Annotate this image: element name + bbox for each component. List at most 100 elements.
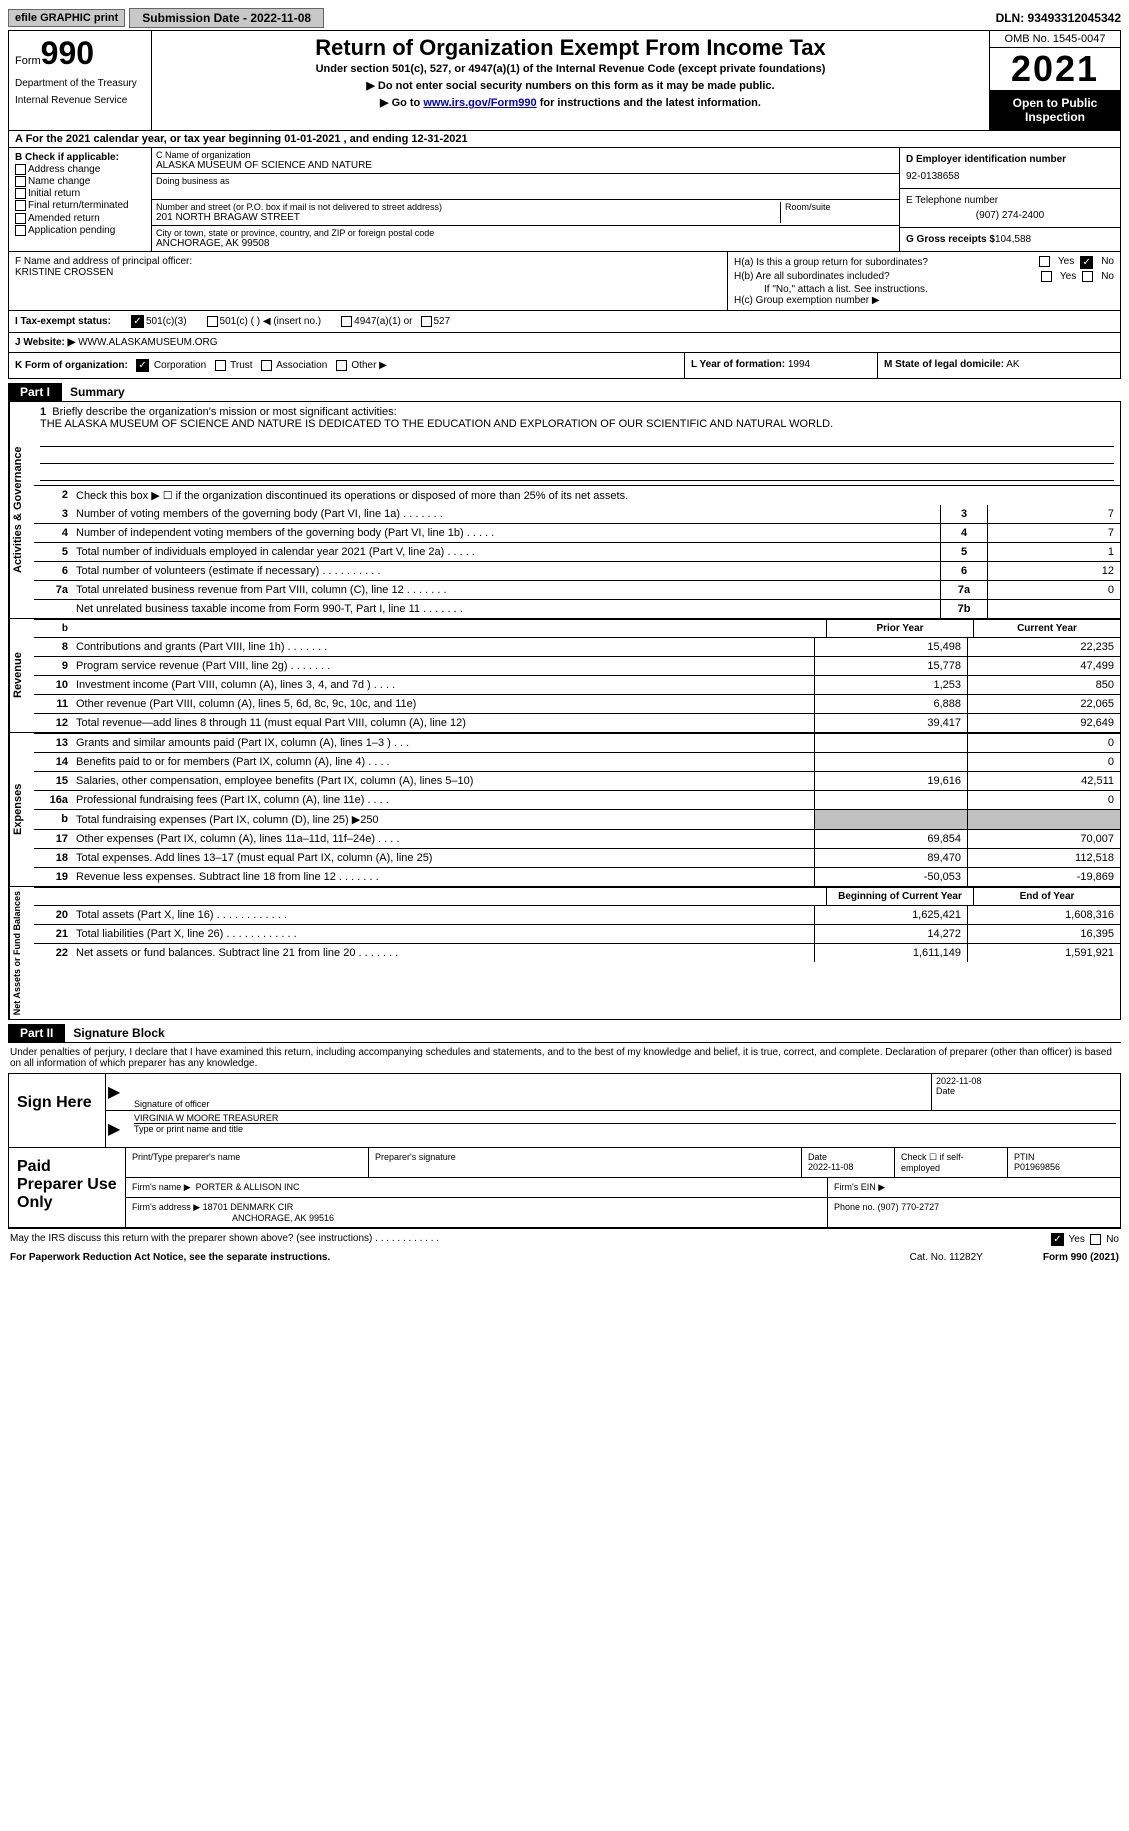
street-address: 201 NORTH BRAGAW STREET [156,212,780,223]
mission-block: 1 Briefly describe the organization's mi… [34,402,1120,485]
prep-phone: (907) 770-2727 [878,1202,940,1212]
state-domicile: M State of legal domicile: AK [877,353,1120,378]
efile-print-button[interactable]: efile GRAPHIC print [8,9,125,27]
expenses-section: Expenses 13Grants and similar amounts pa… [8,733,1121,887]
section-f-h: F Name and address of principal officer:… [8,252,1121,311]
chk-final-return[interactable]: Final return/terminated [15,200,145,211]
net-assets-row: 22Net assets or fund balances. Subtract … [34,943,1120,962]
paperwork-notice: For Paperwork Reduction Act Notice, see … [8,1250,1121,1265]
header-center: Return of Organization Exempt From Incom… [152,31,989,130]
current-year-header: Current Year [973,620,1120,637]
col-b-header: B Check if applicable: [15,152,145,163]
website-row: J Website: ▶ WWW.ALASKAMUSEUM.ORG [8,333,1121,353]
form-header: Form990 Department of the Treasury Inter… [8,30,1121,131]
form-number: 990 [41,35,94,71]
beginning-year-header: Beginning of Current Year [826,888,973,905]
street-row: Number and street (or P.O. box if mail i… [152,200,899,226]
summary-row: 6Total number of volunteers (estimate if… [34,561,1120,580]
prep-date: 2022-11-08 [808,1162,888,1172]
column-c: C Name of organization ALASKA MUSEUM OF … [152,148,899,251]
chk-corp-checked[interactable]: ✓ [136,359,149,372]
website-value: WWW.ALASKAMUSEUM.ORG [78,337,217,348]
expense-row: 18Total expenses. Add lines 13–17 (must … [34,848,1120,867]
hb-yes[interactable] [1041,271,1052,282]
form-of-org: K Form of organization: ✓ Corporation Tr… [9,353,684,378]
expense-row: 14Benefits paid to or for members (Part … [34,752,1120,771]
sign-here-block: Sign Here ▶ Signature of officer 2022-11… [8,1073,1121,1148]
prior-year-header: Prior Year [826,620,973,637]
chk-501c3-checked[interactable]: ✓ [131,315,144,328]
part2-header: Part II Signature Block [8,1024,1121,1042]
mission-text: THE ALASKA MUSEUM OF SCIENCE AND NATURE … [40,418,1114,430]
tax-status-row: I Tax-exempt status: ✓ 501(c)(3) 501(c) … [8,311,1121,333]
firm-addr1: 18701 DENMARK CIR [203,1202,294,1212]
city-state-zip: ANCHORAGE, AK 99508 [156,238,895,249]
self-employed-check[interactable]: Check ☐ if self-employed [895,1148,1008,1177]
part2-title: Signature Block [65,1024,172,1042]
paid-preparer-label: Paid Preparer Use Only [9,1148,126,1227]
ha-label: H(a) Is this a group return for subordin… [734,257,1039,268]
chk-assoc[interactable] [261,360,272,371]
hb-label: H(b) Are all subordinates included? [734,271,1041,282]
open-public-badge: Open to Public Inspection [990,90,1120,130]
chk-501c[interactable] [207,316,218,327]
q2: Check this box ▶ ☐ if the organization d… [72,486,1120,505]
form-footer-label: Form 990 (2021) [1043,1252,1119,1263]
net-assets-section: Net Assets or Fund Balances Beginning of… [8,887,1121,1020]
chk-application-pending[interactable]: Application pending [15,225,145,236]
signature-declaration: Under penalties of perjury, I declare th… [8,1042,1121,1073]
chk-trust[interactable] [215,360,226,371]
gross-receipts: 104,588 [995,234,1031,245]
officer-name: KRISTINE CROSSEN [15,267,721,278]
tax-year: 2021 [990,48,1120,90]
ha-yes[interactable] [1039,256,1050,267]
end-year-header: End of Year [973,888,1120,905]
cat-no: Cat. No. 11282Y [910,1252,983,1263]
instruction-2: ▶ Go to www.irs.gov/Form990 for instruct… [156,96,985,109]
discuss-yes-checked[interactable]: ✓ [1051,1233,1064,1246]
revenue-row: 11Other revenue (Part VIII, column (A), … [34,694,1120,713]
part1-title: Summary [62,383,133,401]
org-name: ALASKA MUSEUM OF SCIENCE AND NATURE [156,160,895,171]
chk-other[interactable] [336,360,347,371]
paid-preparer-block: Paid Preparer Use Only Print/Type prepar… [8,1148,1121,1228]
revenue-label: Revenue [9,619,34,732]
form-subtitle: Under section 501(c), 527, or 4947(a)(1)… [156,63,985,75]
ein-row: D Employer identification number 92-0138… [900,148,1120,189]
year-formation: L Year of formation: 1994 [684,353,877,378]
header-right: OMB No. 1545-0047 2021 Open to Public In… [989,31,1120,130]
irs-link[interactable]: www.irs.gov/Form990 [423,97,536,109]
header-left: Form990 Department of the Treasury Inter… [9,31,152,130]
hc-label: H(c) Group exemption number ▶ [734,295,1114,306]
revenue-row: 10Investment income (Part VIII, column (… [34,675,1120,694]
firm-name: PORTER & ALLISON INC [196,1182,300,1192]
expense-row: 17Other expenses (Part IX, column (A), l… [34,829,1120,848]
chk-amended-return[interactable]: Amended return [15,213,145,224]
chk-address-change[interactable]: Address change [15,164,145,175]
phone-row: E Telephone number (907) 274-2400 [900,189,1120,228]
chk-initial-return[interactable]: Initial return [15,188,145,199]
revenue-row: 8Contributions and grants (Part VIII, li… [34,637,1120,656]
column-b: B Check if applicable: Address change Na… [9,148,152,251]
omb-number: OMB No. 1545-0047 [990,31,1120,48]
ha-no-checked[interactable]: ✓ [1080,256,1093,269]
hb-note: If "No," attach a list. See instructions… [734,284,1114,295]
irs-label: Internal Revenue Service [15,95,145,106]
column-d-e-g: D Employer identification number 92-0138… [899,148,1120,251]
dln: DLN: 93493312045342 [996,11,1121,25]
officer-name-title: VIRGINIA W MOORE TREASURER [134,1113,1116,1124]
firm-addr2: ANCHORAGE, AK 99516 [232,1213,334,1223]
chk-527[interactable] [421,316,432,327]
discuss-no[interactable] [1090,1234,1101,1245]
hb-no[interactable] [1082,271,1093,282]
dept-treasury: Department of the Treasury [15,78,145,89]
expense-row: 16aProfessional fundraising fees (Part I… [34,790,1120,809]
chk-name-change[interactable]: Name change [15,176,145,187]
net-assets-row: 20Total assets (Part X, line 16) . . . .… [34,905,1120,924]
chk-4947[interactable] [341,316,352,327]
instruction-1: ▶ Do not enter social security numbers o… [156,79,985,92]
form-title: Return of Organization Exempt From Incom… [156,35,985,61]
kl-row: K Form of organization: ✓ Corporation Tr… [8,353,1121,379]
expense-row: bTotal fundraising expenses (Part IX, co… [34,809,1120,829]
sig-date: 2022-11-08 [936,1076,1116,1086]
